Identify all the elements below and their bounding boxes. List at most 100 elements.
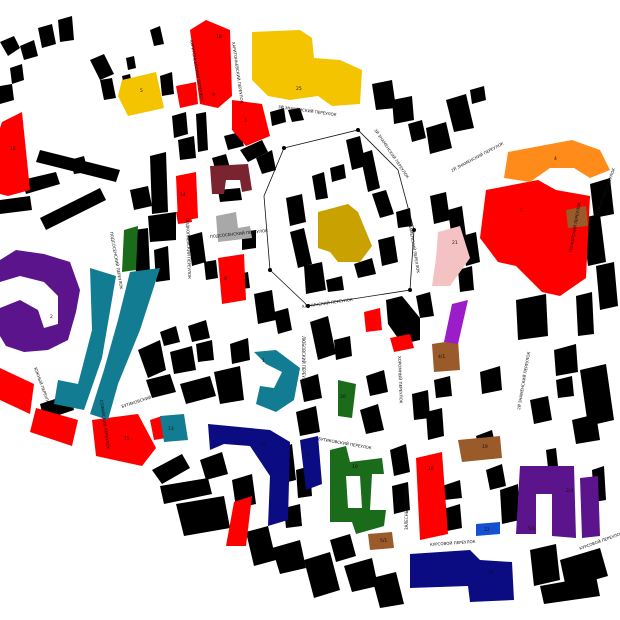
building-red	[176, 82, 198, 108]
building	[284, 504, 302, 528]
building-red	[364, 308, 382, 332]
building-gold	[318, 204, 372, 262]
building-blue	[476, 522, 500, 536]
building-number: 7	[520, 208, 523, 214]
building-red	[176, 210, 192, 224]
building	[372, 80, 396, 110]
residential-buildings	[0, 16, 618, 608]
building	[170, 346, 196, 374]
building	[296, 406, 320, 436]
street-label: ЗАЛЕСНЫЙ ПЕРЕУЛОК	[404, 484, 409, 530]
building	[366, 370, 388, 396]
building-teal	[254, 350, 300, 412]
building	[596, 262, 618, 310]
street-label: 3Й ЗНАМЕНСКИЙ ПЕРЕУЛОК	[373, 128, 410, 180]
compound-corner-markers	[268, 128, 416, 308]
building-green	[122, 226, 138, 272]
building	[530, 544, 560, 586]
building-red	[390, 334, 414, 352]
building	[572, 414, 600, 444]
navy-buildings	[208, 424, 514, 602]
building-number: 20	[340, 394, 346, 400]
building-number: 5/2	[528, 526, 535, 532]
building	[378, 236, 398, 266]
building	[40, 188, 106, 230]
street-label: ПОДКОПАЕВСКИЙ ПЕРЕУЛОК	[185, 218, 192, 279]
building	[178, 136, 196, 160]
building-red	[190, 20, 232, 108]
building	[188, 232, 206, 266]
building-teal	[160, 414, 188, 442]
building	[138, 340, 166, 378]
building	[176, 496, 230, 536]
building	[554, 344, 578, 376]
building-number: 1	[262, 358, 265, 364]
street-label: СОФИЙСКИЙ ПЕРЕУЛОК	[99, 399, 111, 450]
building-purple	[580, 476, 600, 538]
street-label: ПОДСОСЕНСКИЙ ПЕРЕУЛОК	[210, 228, 269, 239]
building	[196, 340, 214, 362]
brown-buildings	[368, 206, 588, 550]
building-number: 17	[592, 186, 598, 192]
building-red	[0, 368, 34, 414]
corner-marker	[412, 228, 416, 232]
green-buildings	[122, 226, 386, 534]
building	[188, 320, 210, 342]
building-gray	[216, 212, 252, 242]
building-red	[0, 112, 30, 196]
building	[470, 86, 486, 104]
building	[240, 140, 268, 162]
building	[392, 96, 414, 124]
building-pink	[432, 226, 470, 286]
street-label: ЛЮБОВСКИЙ ПЕРЕУЛОК	[301, 336, 306, 387]
building	[590, 178, 614, 218]
building-teal	[54, 268, 116, 410]
building-green	[338, 380, 356, 418]
building	[300, 374, 322, 402]
building-red	[548, 206, 568, 230]
building-number: 13	[168, 426, 174, 432]
street-label: КУРСОВОЙ ПЕРЕУЛОК	[430, 539, 476, 547]
building	[396, 208, 412, 228]
building-red	[218, 254, 246, 304]
building-number: 25	[296, 86, 302, 92]
building	[326, 276, 344, 292]
building	[330, 534, 356, 562]
building	[480, 366, 502, 394]
building	[274, 308, 292, 334]
building	[272, 540, 306, 574]
building	[196, 112, 208, 152]
building	[146, 374, 176, 398]
building	[200, 452, 228, 480]
building	[160, 72, 174, 96]
building	[10, 64, 24, 84]
building-green	[330, 446, 386, 534]
building-red	[416, 452, 448, 540]
building	[430, 192, 450, 224]
building	[486, 464, 506, 490]
building-violet	[444, 300, 468, 344]
building	[58, 16, 74, 42]
teal-buildings	[54, 268, 300, 442]
building	[310, 316, 336, 360]
building	[330, 164, 346, 182]
building-number-labels: 25 5 12 18 9 3 14 17 4 7 21 8 2 1 11 6 1…	[10, 34, 598, 576]
building	[372, 572, 404, 608]
building-number: 10	[352, 464, 358, 470]
building	[148, 212, 176, 242]
building	[580, 364, 614, 426]
building	[254, 290, 276, 324]
building-maroon	[210, 164, 252, 194]
building	[172, 112, 188, 138]
building-number: 6	[306, 452, 309, 458]
building	[20, 40, 38, 60]
building-red	[232, 100, 270, 146]
building-number: 3	[244, 118, 247, 124]
building	[312, 172, 328, 200]
purple-buildings	[0, 250, 600, 538]
building-purple	[516, 466, 576, 538]
building-number: 9	[212, 92, 215, 98]
building	[270, 108, 286, 126]
building	[246, 526, 276, 566]
